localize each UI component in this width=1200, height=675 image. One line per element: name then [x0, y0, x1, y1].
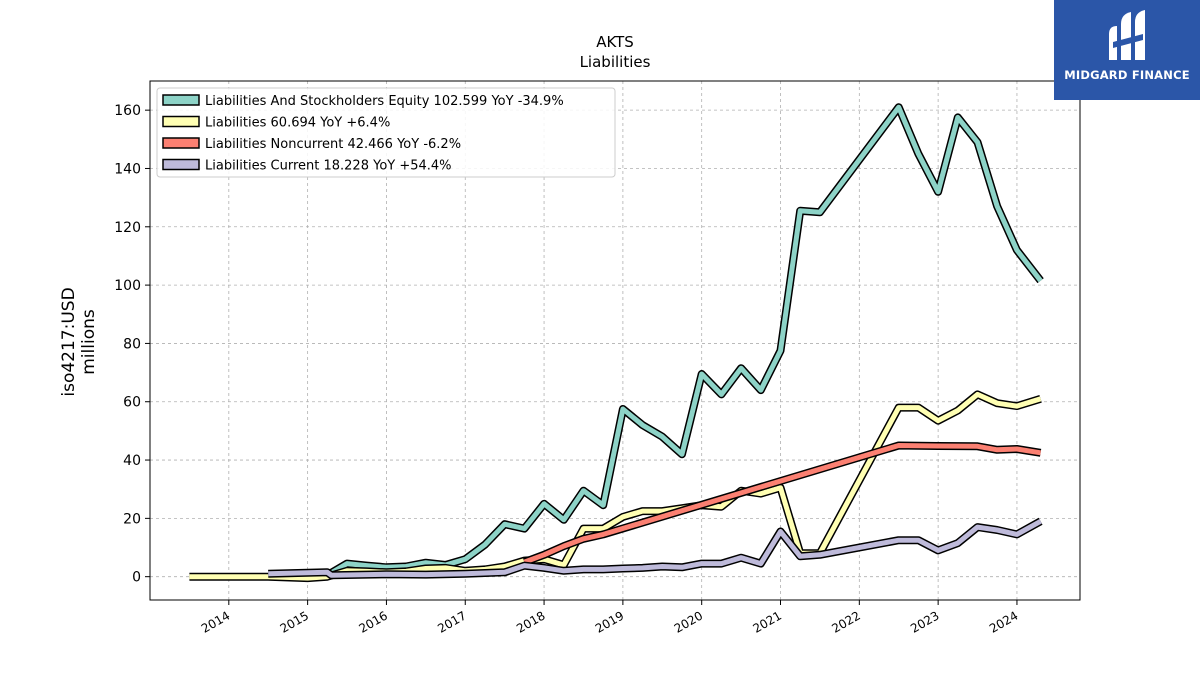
y-axis-label-line: millions	[79, 309, 99, 375]
x-axis: 2014 2015 2016 2017 2018 2019 2020 2021 2022 2023…	[199, 600, 1020, 636]
y-tick-label: 160	[114, 103, 141, 119]
y-tick-label: 80	[123, 336, 141, 352]
series-line-1	[189, 391, 1042, 581]
legend-swatch-1	[162, 115, 200, 128]
x-tick-label: 2015	[278, 608, 311, 635]
y-axis: 0 20 40 60 80 100 120 140 160	[114, 103, 150, 586]
chart-title: AKTS	[596, 33, 634, 51]
x-tick-label: 2018	[514, 608, 547, 635]
x-tick-label: 2021	[751, 608, 784, 635]
legend-label-0: Liabilities And Stockholders Equity 102.…	[205, 94, 564, 109]
y-tick-label: 40	[123, 453, 141, 469]
y-tick-label: 120	[114, 220, 141, 236]
legend-box	[156, 87, 616, 178]
x-tick-label: 2022	[829, 608, 862, 635]
legend-swatch-3	[162, 158, 200, 171]
x-tick-label: 2016	[356, 608, 389, 635]
midgard-finance-logo: MIDGARD FINANCE	[1054, 0, 1200, 100]
legend-label-2: Liabilities Noncurrent 42.466 YoY -6.2%	[205, 137, 461, 152]
legend-label-1: Liabilities 60.694 YoY +6.4%	[205, 116, 390, 131]
chart-subtitle: Liabilities	[580, 53, 651, 71]
y-tick-label: 60	[123, 395, 141, 411]
x-tick-label: 2014	[199, 608, 232, 635]
y-tick-label: 140	[114, 161, 141, 177]
y-axis-label: iso4217:USDmillions	[59, 287, 99, 396]
series-line-3	[268, 519, 1042, 578]
logo-mark-icon	[1109, 10, 1145, 60]
series-layer	[189, 103, 1044, 583]
series-outline-1	[189, 390, 1042, 583]
y-axis-label-line: iso4217:USD	[59, 287, 79, 396]
x-tick-label: 2024	[987, 608, 1020, 635]
x-tick-label: 2020	[672, 608, 705, 635]
legend-label-3: Liabilities Current 18.228 YoY +54.4%	[205, 159, 452, 174]
legend: Liabilities And Stockholders Equity 102.…	[156, 87, 616, 178]
plot-frame	[149, 80, 1081, 601]
y-tick-label: 20	[123, 511, 141, 527]
x-tick-label: 2019	[593, 608, 626, 635]
logo-text: MIDGARD FINANCE	[1064, 68, 1190, 82]
series-line-2	[523, 443, 1041, 565]
legend-swatch-0	[162, 94, 200, 106]
x-tick-label: 2017	[435, 608, 468, 635]
x-tick-label: 2023	[908, 608, 941, 635]
legend-swatch-2	[162, 137, 200, 149]
y-tick-label: 0	[132, 570, 141, 586]
y-tick-label: 100	[114, 278, 141, 294]
series-line-0	[307, 104, 1043, 578]
